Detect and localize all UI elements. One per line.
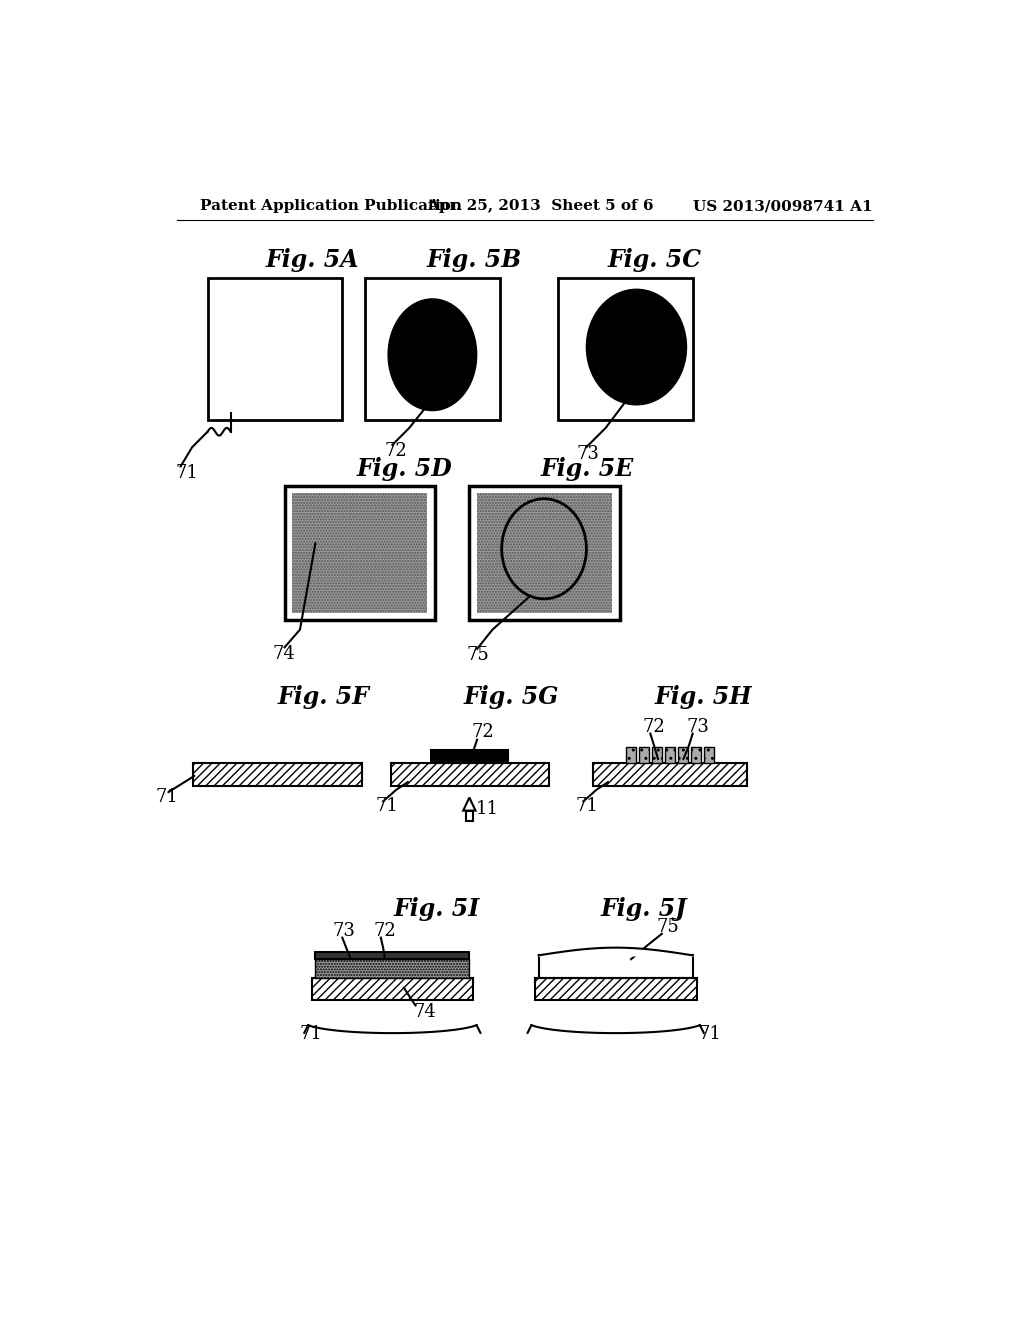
Text: Fig. 5A: Fig. 5A: [265, 248, 359, 272]
Bar: [391, 763, 549, 785]
Text: 71: 71: [175, 463, 198, 482]
Bar: [691, 747, 701, 763]
Bar: [558, 277, 692, 420]
Text: Apr. 25, 2013  Sheet 5 of 6: Apr. 25, 2013 Sheet 5 of 6: [427, 199, 653, 213]
Bar: [285, 486, 435, 620]
Bar: [292, 494, 427, 612]
Text: Fig. 5C: Fig. 5C: [608, 248, 702, 272]
Bar: [477, 494, 611, 612]
Bar: [311, 978, 473, 1001]
Text: 72: 72: [374, 923, 396, 940]
Bar: [469, 486, 620, 620]
Text: 75: 75: [466, 645, 489, 664]
Text: Fig. 5J: Fig. 5J: [601, 898, 687, 921]
Bar: [366, 277, 500, 420]
Text: 72: 72: [472, 723, 495, 741]
Text: Fig. 5F: Fig. 5F: [278, 685, 370, 709]
Bar: [652, 747, 662, 763]
Text: 71: 71: [698, 1024, 722, 1043]
Text: 74: 74: [414, 1003, 436, 1020]
Text: Patent Application Publication: Patent Application Publication: [200, 199, 462, 213]
Text: 71: 71: [575, 797, 598, 814]
Text: 11: 11: [475, 800, 499, 818]
Text: 73: 73: [686, 718, 710, 735]
Bar: [208, 277, 342, 420]
Text: 73: 73: [333, 923, 355, 940]
Text: 71: 71: [376, 797, 398, 814]
Text: 75: 75: [656, 917, 679, 936]
Text: 74: 74: [272, 644, 295, 663]
Bar: [593, 763, 746, 785]
Text: 72: 72: [643, 718, 666, 735]
Bar: [431, 750, 508, 763]
Text: Fig. 5B: Fig. 5B: [427, 248, 522, 272]
Text: 71: 71: [300, 1024, 323, 1043]
Ellipse shape: [388, 298, 477, 411]
Bar: [315, 960, 469, 978]
Bar: [678, 747, 688, 763]
Bar: [639, 747, 649, 763]
Text: Fig. 5G: Fig. 5G: [464, 685, 559, 709]
Bar: [665, 747, 675, 763]
Bar: [626, 747, 636, 763]
Polygon shape: [463, 797, 475, 810]
Bar: [705, 747, 714, 763]
Text: 71: 71: [156, 788, 179, 805]
Ellipse shape: [587, 289, 686, 405]
Text: Fig. 5I: Fig. 5I: [393, 898, 479, 921]
Text: 73: 73: [577, 445, 599, 463]
Text: Fig. 5E: Fig. 5E: [541, 457, 634, 480]
Text: 72: 72: [385, 442, 408, 459]
Bar: [193, 763, 362, 785]
Bar: [466, 810, 473, 821]
Bar: [535, 978, 696, 1001]
Text: Fig. 5D: Fig. 5D: [356, 457, 452, 480]
Bar: [315, 952, 469, 960]
Text: US 2013/0098741 A1: US 2013/0098741 A1: [692, 199, 872, 213]
Text: Fig. 5H: Fig. 5H: [655, 685, 753, 709]
